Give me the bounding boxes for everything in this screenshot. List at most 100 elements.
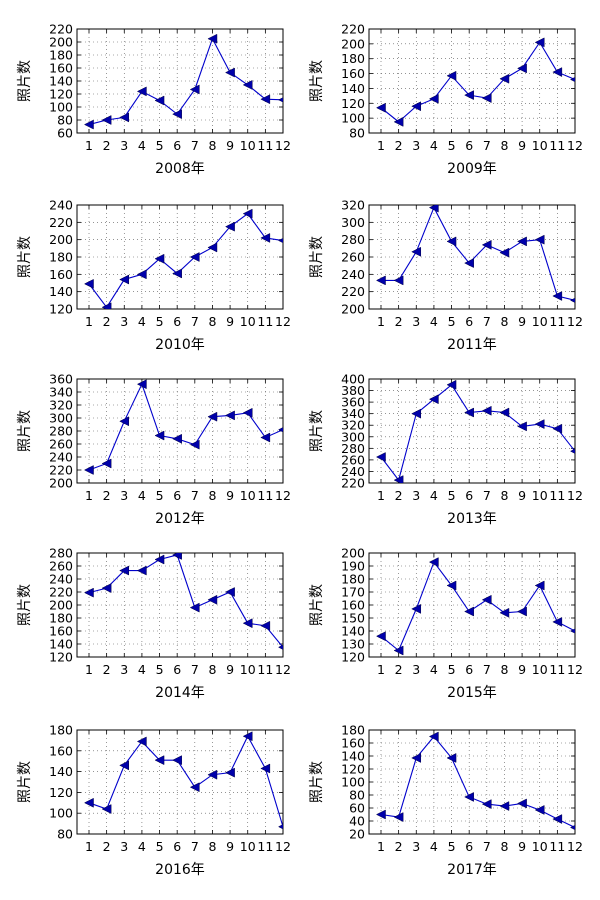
x-tick-label: 8: [500, 314, 508, 329]
y-tick-label: 100: [341, 775, 365, 790]
y-tick-label: 190: [341, 559, 365, 574]
y-tick-label: 200: [49, 476, 73, 491]
data-point: [101, 583, 112, 594]
x-tick-label: 10: [532, 839, 548, 854]
y-tick-label: 280: [49, 546, 73, 561]
x-tick-label: 2: [103, 488, 111, 503]
x-tick-label: 3: [412, 662, 420, 677]
x-tick-label: 9: [518, 839, 526, 854]
x-tick-label: 10: [240, 314, 256, 329]
x-tick-label: 6: [173, 662, 181, 677]
x-tick-label: 6: [465, 138, 473, 153]
data-point: [464, 90, 474, 101]
data-point: [242, 208, 253, 219]
series-line: [88, 212, 283, 309]
y-axis-label: 照片数: [309, 584, 325, 626]
series-line: [88, 37, 283, 126]
y-tick-label: 360: [341, 395, 365, 410]
y-tick-label: 120: [341, 650, 365, 665]
x-tick-label: 12: [567, 314, 583, 329]
data-point: [552, 814, 563, 824]
data-point: [119, 112, 130, 123]
y-tick-label: 340: [341, 406, 365, 421]
y-tick-label: 170: [341, 585, 365, 600]
series-line: [88, 382, 283, 471]
x-tick-label: 5: [448, 839, 456, 854]
y-tick-label: 120: [49, 302, 73, 317]
data-point: [277, 97, 283, 103]
y-tick-label: 220: [341, 22, 365, 37]
y-axis-label: 照片数: [309, 60, 325, 102]
data-point: [499, 407, 510, 418]
y-tick-label: 180: [49, 48, 73, 63]
x-tick-label: 10: [240, 138, 256, 153]
x-tick-label: 7: [483, 662, 491, 677]
y-tick-label: 320: [49, 398, 73, 413]
data-point: [189, 602, 200, 613]
x-tick-label: 8: [500, 839, 508, 854]
x-tick-label: 4: [430, 662, 438, 677]
data-point: [499, 801, 510, 811]
y-tick-label: 80: [349, 126, 365, 141]
y-tick-label: 240: [341, 267, 365, 282]
y-tick-label: 140: [49, 764, 73, 779]
data-point: [277, 824, 283, 830]
data-point: [172, 268, 182, 279]
data-point: [260, 233, 271, 243]
x-tick-label: 11: [549, 488, 565, 503]
data-point: [411, 101, 422, 112]
data-point: [446, 70, 457, 81]
plot-frame: [368, 204, 576, 310]
x-tick-label: 4: [138, 662, 146, 677]
x-tick-label: 3: [412, 839, 420, 854]
x-axis-label: 2012年: [155, 511, 205, 527]
data-point: [101, 115, 112, 125]
data-point: [517, 421, 527, 432]
data-point: [552, 616, 563, 627]
x-tick-label: 4: [430, 138, 438, 153]
x-tick-label: 8: [500, 488, 508, 503]
y-tick-label: 200: [49, 598, 73, 613]
data-point: [119, 565, 130, 576]
data-point: [136, 736, 147, 747]
y-tick-label: 160: [341, 598, 365, 613]
data-point: [260, 432, 271, 443]
x-tick-label: 2: [103, 839, 111, 854]
x-tick-label: 7: [483, 839, 491, 854]
y-tick-label: 180: [49, 611, 73, 626]
y-tick-label: 260: [341, 250, 365, 265]
data-point: [83, 278, 94, 289]
x-tick-label: 9: [226, 138, 234, 153]
y-tick-label: 240: [49, 572, 73, 587]
x-tick-label: 11: [549, 839, 565, 854]
y-tick-label: 200: [341, 302, 365, 317]
data-point: [83, 465, 94, 475]
x-tick-label: 12: [567, 839, 583, 854]
x-tick-label: 11: [549, 314, 565, 329]
y-tick-label: 160: [341, 736, 365, 751]
y-tick-label: 200: [49, 35, 73, 50]
x-tick-label: 11: [549, 138, 565, 153]
x-tick-label: 4: [138, 488, 146, 503]
x-tick-label: 6: [465, 488, 473, 503]
x-tick-label: 7: [191, 839, 199, 854]
x-tick-label: 1: [377, 839, 385, 854]
x-tick-label: 8: [208, 488, 216, 503]
x-tick-label: 7: [191, 662, 199, 677]
series-line: [88, 554, 283, 648]
x-tick-label: 3: [120, 138, 128, 153]
y-tick-label: 140: [49, 284, 73, 299]
data-point: [481, 93, 492, 103]
data-point: [375, 631, 386, 642]
x-tick-label: 1: [377, 138, 385, 153]
data-point: [207, 769, 218, 780]
series-line: [380, 41, 575, 123]
y-tick-label: 140: [49, 637, 73, 652]
data-point: [446, 236, 457, 247]
data-point: [411, 603, 422, 614]
y-tick-label: 280: [341, 232, 365, 247]
